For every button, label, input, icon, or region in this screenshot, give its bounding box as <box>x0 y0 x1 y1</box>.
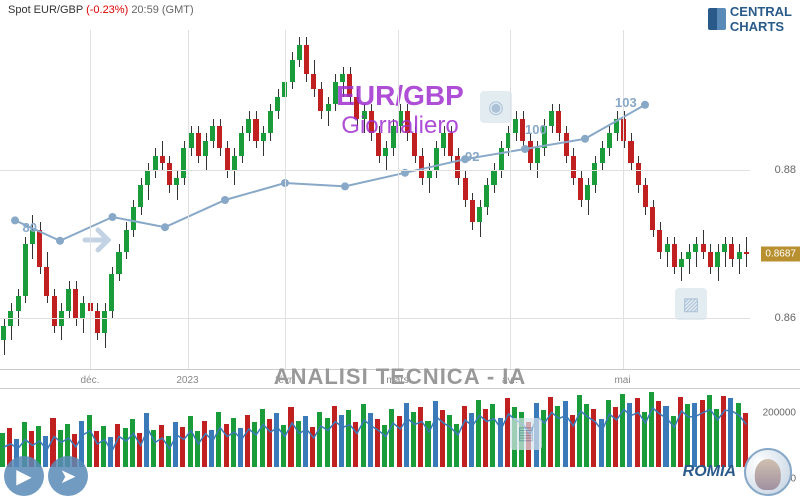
x-axis-label: 2023 <box>176 375 198 386</box>
y-axis-label: 0.88 <box>775 164 796 176</box>
watermark-icon: ▨ <box>675 288 707 320</box>
overlay-label: 103 <box>615 95 637 110</box>
footer-brand: ROMIA <box>683 463 736 481</box>
corner-buttons: ▶ ➤ <box>4 456 88 496</box>
ticker-time: 20:59 (GMT) <box>131 4 193 16</box>
overlay-label: 80 <box>23 220 37 235</box>
logo-text-top: CENTRAL <box>730 4 792 19</box>
watermark-icon: ◉ <box>480 91 512 123</box>
x-axis-label: mai <box>614 375 630 386</box>
overlay-label: 92 <box>465 149 479 164</box>
next-button[interactable]: ➤ <box>48 456 88 496</box>
ticker-name: Spot EUR/GBP <box>8 4 83 16</box>
arrow-watermark-icon <box>80 220 120 260</box>
x-axis-label: déc. <box>81 375 100 386</box>
ticker-change: (-0.23%) <box>86 4 128 16</box>
y-axis-label: 0.86 <box>775 312 796 324</box>
volume-title: ANALISI TECNICA - IA <box>274 364 527 390</box>
ticker-info: Spot EUR/GBP (-0.23%) 20:59 (GMT) <box>8 4 194 16</box>
watermark-icon: ▤ <box>510 418 542 450</box>
overlay-label: 100 <box>525 122 547 137</box>
current-price-tag: 0.8687 <box>761 246 800 261</box>
price-chart[interactable]: EUR/GBP Giornaliero 0.860.880.8687809210… <box>0 30 800 370</box>
play-button[interactable]: ▶ <box>4 456 44 496</box>
logo-icon <box>708 8 726 30</box>
volume-y-label: 200000 <box>763 407 796 418</box>
avatar-icon[interactable] <box>744 448 792 496</box>
